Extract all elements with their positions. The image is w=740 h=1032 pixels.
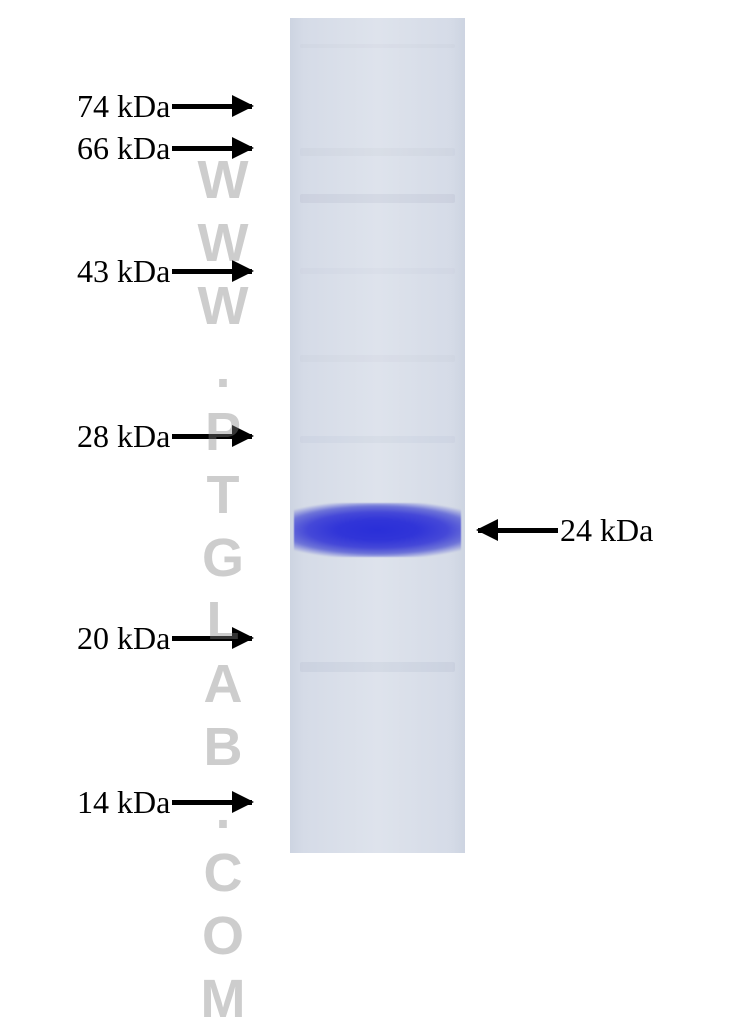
arrow-right-icon <box>172 146 252 151</box>
faint-band-5 <box>300 355 455 362</box>
marker-label-text: 74 kDa <box>77 88 170 124</box>
marker-43kda: 43 kDa <box>77 253 252 289</box>
arrow-right-icon <box>172 434 252 439</box>
gel-lane <box>290 18 465 853</box>
faint-band-6 <box>300 436 455 443</box>
marker-label-text: 28 kDa <box>77 418 170 454</box>
faint-band-7 <box>300 662 455 672</box>
faint-band-1 <box>300 44 455 48</box>
marker-20kda: 20 kDa <box>77 620 252 656</box>
faint-band-3 <box>300 194 455 203</box>
marker-label-text: 14 kDa <box>77 784 170 820</box>
marker-label-text: 43 kDa <box>77 253 170 289</box>
result-24kda: 24 kDa <box>478 512 653 548</box>
marker-28kda: 28 kDa <box>77 418 252 454</box>
result-label-text: 24 kDa <box>560 512 653 548</box>
arrow-right-icon <box>172 800 252 805</box>
marker-label-text: 20 kDa <box>77 620 170 656</box>
faint-band-2 <box>300 148 455 156</box>
marker-74kda: 74 kDa <box>77 88 252 124</box>
marker-label-text: 66 kDa <box>77 130 170 166</box>
marker-14kda: 14 kDa <box>77 784 252 820</box>
arrow-right-icon <box>172 104 252 109</box>
faint-band-4 <box>300 268 455 274</box>
main-band <box>294 503 461 557</box>
arrow-left-icon <box>478 528 558 533</box>
arrow-right-icon <box>172 269 252 274</box>
arrow-right-icon <box>172 636 252 641</box>
marker-66kda: 66 kDa <box>77 130 252 166</box>
